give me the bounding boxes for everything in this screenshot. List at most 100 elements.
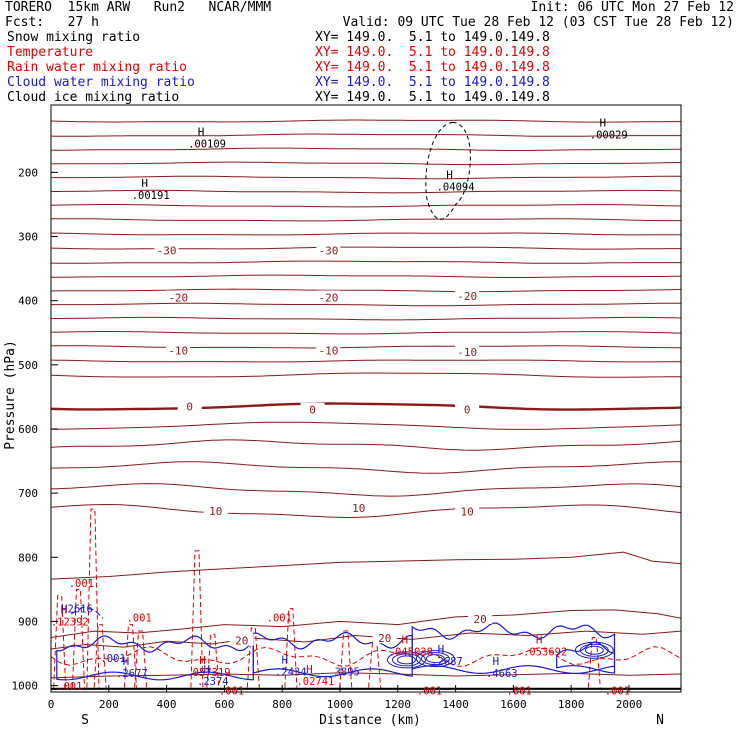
x-tick-label: 0 (48, 698, 55, 711)
maximum-value-label: .2687 (431, 656, 463, 668)
y-tick-label: 1000 (12, 680, 39, 693)
temperature-isotherm (50, 402, 682, 411)
temperature-isotherm (50, 439, 682, 451)
rain-water-contour (50, 646, 682, 667)
label-mask (229, 633, 254, 646)
maximum-value-label: .00191 (132, 190, 170, 202)
rain-water-contour (284, 608, 298, 688)
rain-water-contour (206, 633, 220, 688)
temperature-contour-label: -10 (457, 346, 477, 359)
maximum-value-label: .045038 (389, 647, 433, 659)
temperature-isotherm (50, 218, 681, 222)
maximum-value-label: .001 (100, 653, 125, 665)
label-mask (455, 289, 480, 302)
temperature-isotherm (50, 345, 681, 349)
maximum-value-label: .001 (57, 681, 82, 693)
maximum-marker: H (446, 168, 453, 181)
cloud-water-contour (574, 641, 614, 659)
temperature-contour-label: -10 (318, 345, 338, 358)
rain-water-contour (86, 508, 100, 688)
maximum-marker: H (282, 653, 289, 666)
temperature-contour-label: 0 (309, 404, 316, 417)
forecast-hour: Fcst: 27 h (5, 15, 99, 30)
x-tick-label: 1200 (385, 698, 412, 711)
rain-water-contour (123, 624, 137, 688)
temperature-isotherm (50, 246, 681, 250)
maximum-marker: H (199, 654, 206, 667)
temperature-contour-label: -30 (318, 245, 338, 258)
cloud-water-contour (556, 641, 616, 674)
label-mask (300, 402, 325, 415)
rain-water-contour (587, 636, 601, 688)
label-mask (455, 504, 480, 517)
y-tick-label: 400 (18, 295, 38, 308)
temperature-isotherm (50, 421, 682, 430)
temperature-contours (50, 119, 682, 690)
legend-cloud-water-xy: XY= 149.0. 5.1 to 149.0.149.8 (315, 75, 550, 90)
maximum-marker: H (306, 663, 313, 676)
x-tick-label: 600 (214, 698, 234, 711)
maximum-value-label: .00029 (590, 130, 628, 142)
maximum-value-label: .12392 (51, 616, 89, 628)
cloud-water-contour (425, 654, 445, 664)
temperature-isotherm (50, 147, 682, 151)
label-mask (166, 290, 191, 303)
valid-time: Valid: 09 UTC Tue 28 Feb 12 (03 CST Tue … (342, 15, 734, 30)
label-mask (372, 631, 397, 644)
maximum-value-label: .057319 (186, 667, 230, 679)
cloud-water-contour (56, 635, 254, 681)
y-tick-label: 700 (18, 487, 38, 500)
cloud-water-contour (579, 643, 609, 657)
contour-labels: -30 -30 -20 -20 -20 -10 -10 -10 0 0 0 10 10 10 20 20 20 H… (51, 117, 630, 698)
legend-temperature-xy: XY= 149.0. 5.1 to 149.0.149.8 (315, 45, 550, 60)
temperature-contour-label: 10 (209, 505, 222, 518)
legend-rain-name: Rain water mixing ratio (7, 60, 188, 75)
maximum-value-label: .2434 (275, 666, 307, 678)
temperature-contour-label: 10 (461, 506, 474, 519)
maximum-marker: H (438, 643, 445, 656)
cloud-water-contour (420, 652, 450, 666)
temperature-contour-label: 0 (464, 404, 471, 417)
label-mask (455, 344, 480, 357)
y-tick-label: 200 (18, 166, 38, 179)
temperature-isotherm (50, 260, 681, 264)
label-mask (346, 500, 371, 513)
temperature-contour-label: 20 (378, 632, 391, 645)
y-tick-label: 900 (18, 615, 38, 628)
label-mask (316, 343, 341, 356)
maximum-marker: H (536, 634, 543, 647)
label-mask (166, 343, 191, 356)
temperature-contour-label: 20 (235, 635, 248, 648)
maximum-marker: H (204, 663, 211, 676)
label-mask (203, 504, 228, 517)
label-mask (154, 243, 179, 256)
temperature-isotherm (50, 232, 681, 236)
temperature-contour-label: -10 (168, 345, 188, 358)
init-time: Init: 06 UTC Mon 27 Feb 12 (530, 0, 735, 15)
y-tick-label: 800 (18, 551, 38, 564)
temperature-isotherm (50, 119, 681, 123)
cloud-water-contour (584, 645, 604, 655)
x-tick-label: 400 (157, 698, 177, 711)
legend-cloud-ice-name: Cloud ice mixing ratio (7, 90, 180, 105)
temperature-isotherm (51, 302, 682, 307)
legend-rain-xy: XY= 149.0. 5.1 to 149.0.149.8 (315, 60, 550, 75)
temperature-isotherm (50, 483, 682, 497)
cloud-water-contour (396, 655, 416, 665)
maximum-marker: H (123, 655, 130, 668)
maximum-value-label: .02741 (296, 676, 334, 688)
temperature-isotherm (51, 189, 682, 194)
south-endpoint-label: S (81, 713, 89, 728)
temperature-isotherm (50, 204, 682, 208)
maximum-value-label: .001 (126, 613, 151, 625)
x-tick-label: 1800 (558, 698, 585, 711)
temperature-isotherm (50, 551, 682, 580)
rain-water-contour (93, 624, 107, 688)
temperature-isotherm (50, 359, 681, 363)
maximum-value-label: H2616 (61, 604, 93, 616)
temperature-contour-label: -30 (157, 245, 177, 258)
rain-water-contour (190, 550, 204, 688)
x-axis-label: Distance (km) (319, 713, 421, 728)
maximum-marker: H (198, 125, 205, 138)
